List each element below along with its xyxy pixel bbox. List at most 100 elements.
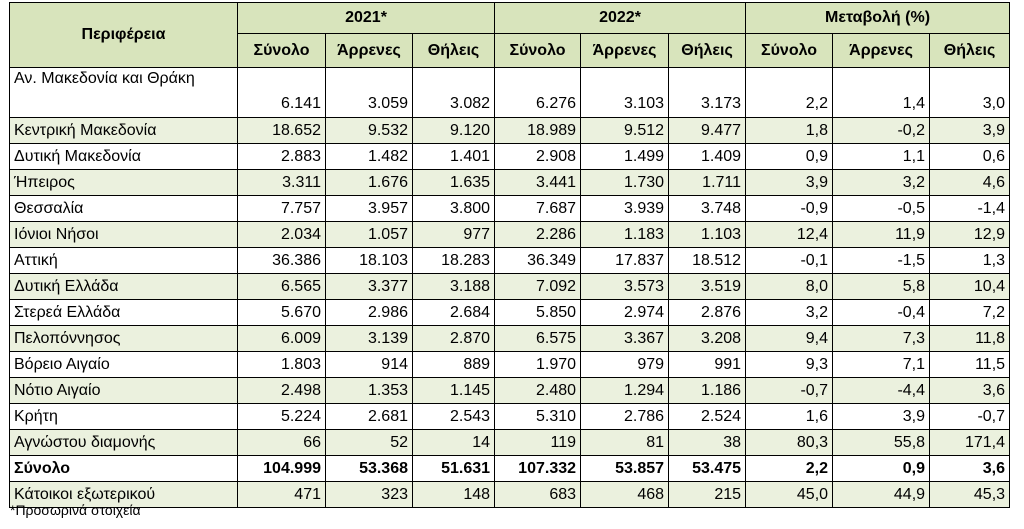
region-name-cell: Κάτοικοι εξωτερικού: [9, 481, 238, 508]
value-cell: 3.367: [580, 325, 670, 352]
value-cell: 6.009: [237, 325, 326, 352]
footnote: *Προσωρινά στοιχεία: [10, 502, 141, 518]
value-cell: 1.183: [580, 221, 670, 248]
table-container: Περιφέρεια 2021* 2022* Μεταβολή (%) Σύνο…: [9, 2, 1011, 508]
value-cell: 2.498: [237, 377, 326, 404]
value-cell: 1.186: [668, 377, 747, 404]
value-cell: 18.989: [494, 117, 582, 144]
value-cell: 1.803: [237, 351, 326, 378]
value-cell: 5,8: [832, 273, 931, 300]
value-cell: 2.974: [580, 299, 670, 326]
value-cell: 1.401: [411, 143, 496, 170]
table-row: Στερεά Ελλάδα 5.670 2.986 2.684 5.850 2.974 2.…: [9, 299, 1011, 326]
value-cell: 7,2: [929, 299, 1011, 326]
table-row: Ήπειρος 3.311 1.676 1.635 3.441 1.730 1.711 3,9…: [9, 169, 1011, 196]
value-cell: 323: [325, 481, 413, 508]
value-cell: 2.286: [494, 221, 582, 248]
value-cell: -0,7: [745, 377, 834, 404]
value-cell: 9.512: [580, 117, 670, 144]
value-cell: 3.939: [580, 195, 670, 222]
region-name-cell: Σύνολο: [9, 455, 238, 482]
value-cell: 12,9: [929, 221, 1011, 248]
value-cell: -0,7: [929, 403, 1011, 430]
value-cell: 1,8: [745, 117, 834, 144]
value-cell: 14: [411, 429, 496, 456]
value-cell: 9.120: [411, 117, 496, 144]
region-header: Περιφέρεια: [9, 2, 238, 68]
value-cell: 2.684: [411, 299, 496, 326]
value-cell: 3.311: [237, 169, 326, 196]
value-cell: 3.748: [668, 195, 747, 222]
value-cell: 7.687: [494, 195, 582, 222]
value-cell: 2.786: [580, 403, 670, 430]
value-cell: 1.676: [325, 169, 413, 196]
value-cell: 6.565: [237, 273, 326, 300]
region-name-cell: Ιόνιοι Νήσοι: [9, 221, 238, 248]
value-cell: 3.188: [411, 273, 496, 300]
value-cell: 1,4: [832, 67, 931, 118]
value-cell: 683: [494, 481, 582, 508]
value-cell: 3.103: [580, 67, 670, 118]
value-cell: 18.103: [325, 247, 413, 274]
subheader-male: Άρρενες: [832, 33, 931, 68]
value-cell: 6.276: [494, 67, 582, 118]
subheader-male: Άρρενες: [580, 33, 670, 68]
value-cell: 1,6: [745, 403, 834, 430]
value-cell: 3,0: [929, 67, 1011, 118]
value-cell: 5.850: [494, 299, 582, 326]
region-name-cell: Θεσσαλία: [9, 195, 238, 222]
value-cell: 3,6: [929, 377, 1011, 404]
subheader-female: Θήλεις: [929, 33, 1011, 68]
value-cell: 0,6: [929, 143, 1011, 170]
value-cell: 104.999: [237, 455, 326, 482]
value-cell: 1.482: [325, 143, 413, 170]
table-row: Αγνώστου διαμονής 66 52 14 119 81 38 80,3 55,8 17…: [9, 429, 1011, 456]
value-cell: 9,4: [745, 325, 834, 352]
value-cell: 7,3: [832, 325, 931, 352]
value-cell: 1.145: [411, 377, 496, 404]
value-cell: 3.208: [668, 325, 747, 352]
value-cell: 215: [668, 481, 747, 508]
value-cell: 5.310: [494, 403, 582, 430]
value-cell: 3,9: [832, 403, 931, 430]
value-cell: 53.368: [325, 455, 413, 482]
value-cell: 2.986: [325, 299, 413, 326]
value-cell: 80,3: [745, 429, 834, 456]
value-cell: 1.970: [494, 351, 582, 378]
value-cell: 9,3: [745, 351, 834, 378]
value-cell: -0,5: [832, 195, 931, 222]
value-cell: 7.757: [237, 195, 326, 222]
value-cell: -0,4: [832, 299, 931, 326]
value-cell: 3.139: [325, 325, 413, 352]
value-cell: 2.870: [411, 325, 496, 352]
table-row: Πελοπόννησος 6.009 3.139 2.870 6.575 3.367 3.2…: [9, 325, 1011, 352]
value-cell: 2.681: [325, 403, 413, 430]
value-cell: 914: [325, 351, 413, 378]
region-name-cell: Βόρειο Αιγαίο: [9, 351, 238, 378]
value-cell: 3,2: [832, 169, 931, 196]
value-cell: -0,2: [832, 117, 931, 144]
subheader-total: Σύνολο: [237, 33, 326, 68]
population-table: Περιφέρεια 2021* 2022* Μεταβολή (%) Σύνο…: [9, 2, 1011, 508]
table-row: Δυτική Μακεδονία 2.883 1.482 1.401 2.908 1.49…: [9, 143, 1011, 170]
value-cell: 52: [325, 429, 413, 456]
subheader-female: Θήλεις: [668, 33, 747, 68]
region-name-cell: Δυτική Ελλάδα: [9, 273, 238, 300]
value-cell: 3.059: [325, 67, 413, 118]
subheader-total: Σύνολο: [745, 33, 834, 68]
region-name-cell: Αγνώστου διαμονής: [9, 429, 238, 456]
subheader-total: Σύνολο: [494, 33, 582, 68]
value-cell: 45,3: [929, 481, 1011, 508]
value-cell: 1.730: [580, 169, 670, 196]
subheader-male: Άρρενες: [325, 33, 413, 68]
value-cell: 5.224: [237, 403, 326, 430]
subheader-female: Θήλεις: [411, 33, 496, 68]
value-cell: 0,9: [745, 143, 834, 170]
region-name-cell: Αττική: [9, 247, 238, 274]
value-cell: 2,2: [745, 455, 834, 482]
table-row: Δυτική Ελλάδα 6.565 3.377 3.188 7.092 3.573 3.…: [9, 273, 1011, 300]
value-cell: 1.294: [580, 377, 670, 404]
value-cell: 3,9: [929, 117, 1011, 144]
value-cell: 11,8: [929, 325, 1011, 352]
value-cell: 1.635: [411, 169, 496, 196]
